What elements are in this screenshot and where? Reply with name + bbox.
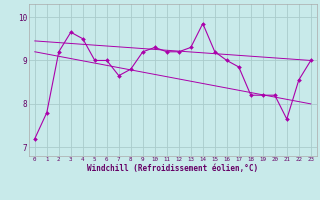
- X-axis label: Windchill (Refroidissement éolien,°C): Windchill (Refroidissement éolien,°C): [87, 164, 258, 173]
